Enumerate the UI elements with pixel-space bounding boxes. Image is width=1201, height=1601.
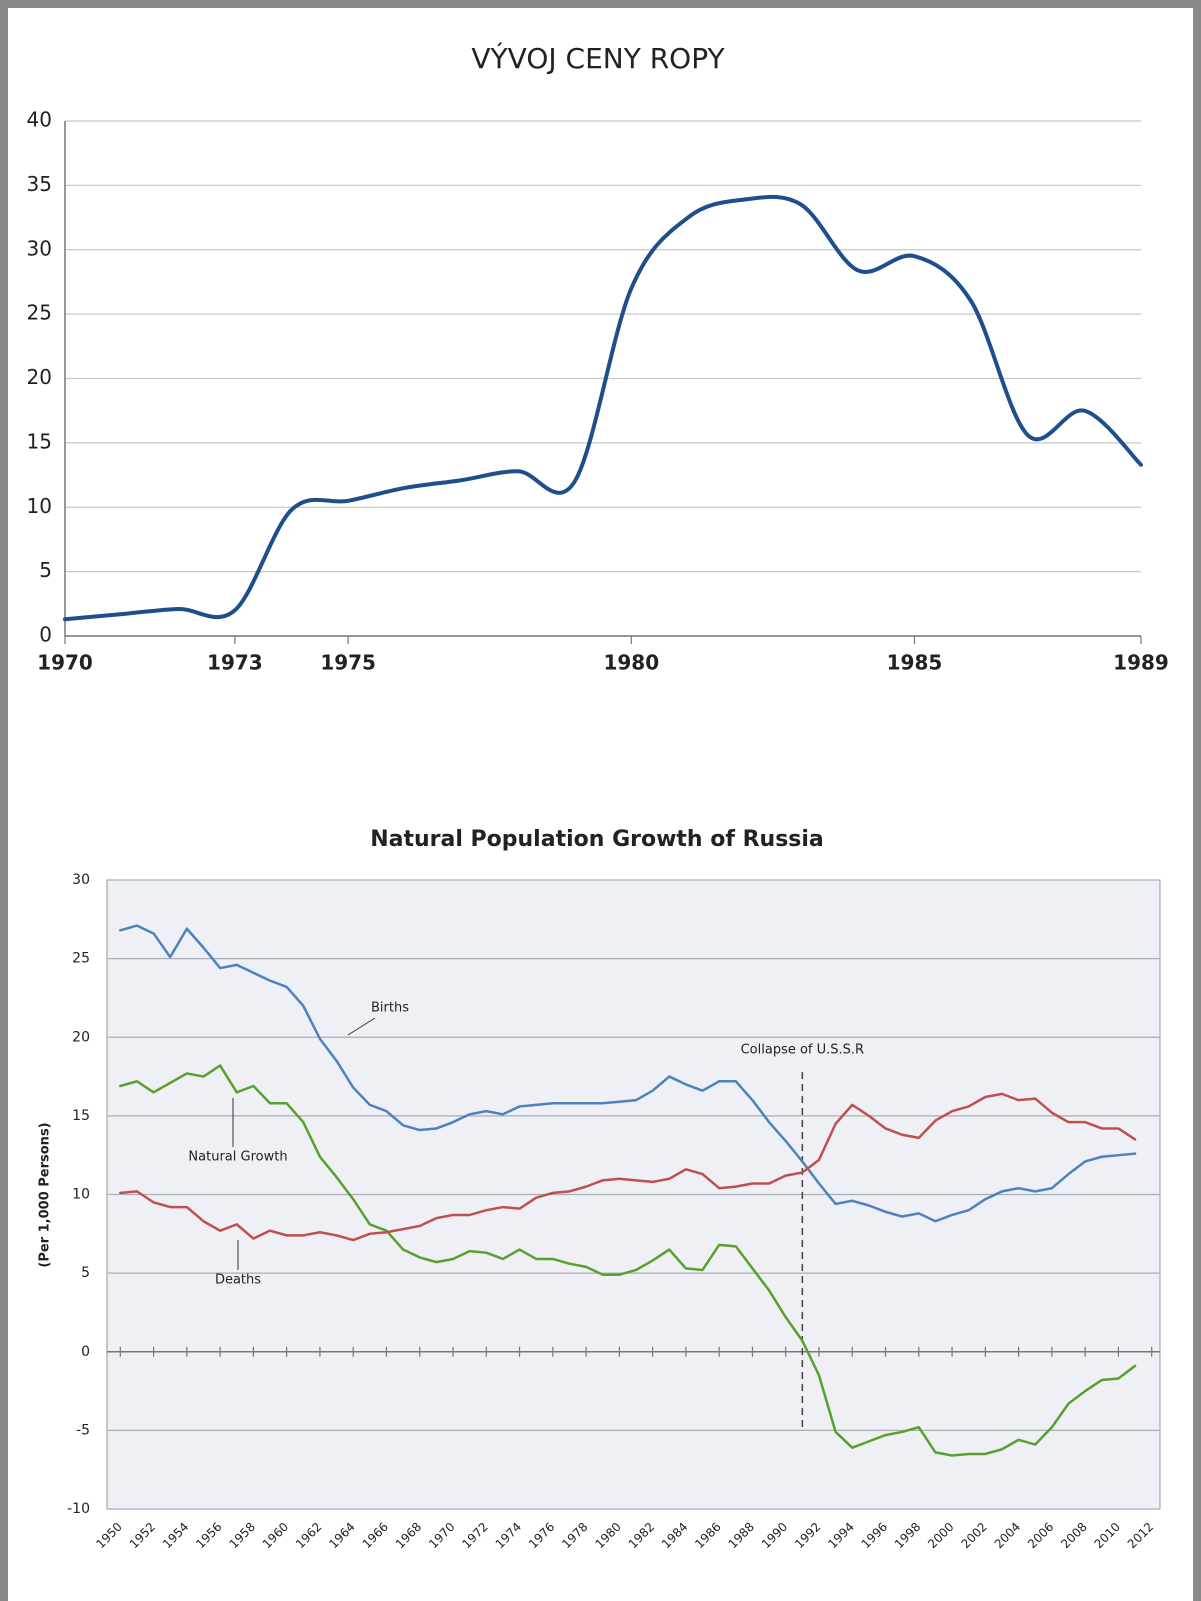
x-tick-label: 2006 — [1025, 1520, 1056, 1551]
y-tick-label: 5 — [81, 1265, 90, 1281]
x-tick-label: 2012 — [1125, 1520, 1156, 1551]
x-tick-label: 1956 — [193, 1520, 224, 1551]
y-tick-label: 30 — [27, 236, 52, 260]
x-tick-label: 1958 — [226, 1520, 257, 1551]
y-tick-label: 40 — [27, 108, 52, 132]
chart-title: VÝVOJ CENY ROPY — [471, 41, 725, 75]
x-tick-label: 1990 — [759, 1520, 790, 1551]
series-label: Natural Growth — [188, 1150, 287, 1165]
x-tick-label: 1992 — [792, 1520, 823, 1551]
series-line — [63, 194, 1143, 622]
y-tick-label: 20 — [27, 365, 52, 389]
y-tick-label: 10 — [27, 494, 52, 518]
x-tick-label: 1996 — [859, 1520, 890, 1551]
x-tick-label: 1975 — [320, 651, 376, 675]
x-tick-label: 1964 — [326, 1520, 357, 1551]
x-tick-label: 1986 — [692, 1520, 723, 1551]
event-label: Collapse of U.S.S.R — [741, 1043, 865, 1058]
y-tick-label: 35 — [27, 172, 52, 196]
x-tick-label: 1982 — [626, 1520, 657, 1551]
x-tick-label: 2002 — [958, 1520, 989, 1551]
x-tick-label: 1968 — [393, 1520, 424, 1551]
x-tick-label: 1980 — [603, 651, 659, 675]
x-tick-label: 1950 — [93, 1520, 124, 1551]
series-line — [119, 1064, 1137, 1457]
x-tick-label: 1985 — [887, 651, 943, 675]
y-tick-label: 20 — [72, 1029, 90, 1045]
series-line — [119, 1092, 1137, 1242]
x-tick-label: 1952 — [127, 1520, 158, 1551]
x-tick-label: 1984 — [659, 1520, 690, 1551]
y-tick-label: 25 — [72, 951, 90, 967]
y-axis-label: (Per 1,000 Persons) — [38, 1122, 53, 1267]
x-tick-label: 2004 — [992, 1520, 1023, 1551]
x-tick-label: 2010 — [1092, 1520, 1123, 1551]
y-tick-label: 5 — [39, 558, 52, 582]
x-tick-label: 1966 — [360, 1520, 391, 1551]
x-tick-label: 1994 — [825, 1520, 856, 1551]
x-tick-label: 1970 — [37, 651, 93, 675]
series-line — [119, 924, 1137, 1223]
x-tick-label: 1972 — [459, 1520, 490, 1551]
y-tick-label: 15 — [72, 1108, 90, 1124]
y-tick-label: 15 — [27, 429, 52, 453]
x-tick-label: 1998 — [892, 1520, 923, 1551]
y-tick-label: 0 — [39, 623, 52, 647]
x-tick-label: 1962 — [293, 1520, 324, 1551]
annotation-leader — [347, 1017, 376, 1036]
x-tick-label: 1980 — [592, 1520, 623, 1551]
x-tick-label: 1989 — [1113, 651, 1169, 675]
x-tick-label: 1960 — [260, 1520, 291, 1551]
y-tick-label: 25 — [27, 301, 52, 325]
x-tick-label: 1973 — [207, 651, 263, 675]
x-tick-label: 1970 — [426, 1520, 457, 1551]
x-tick-label: 2008 — [1058, 1520, 1089, 1551]
y-tick-label: 10 — [72, 1187, 90, 1203]
series-label: Deaths — [215, 1273, 261, 1288]
y-tick-label: 30 — [72, 872, 90, 888]
x-tick-label: 1988 — [726, 1520, 757, 1551]
chart-title: Natural Population Growth of Russia — [370, 827, 824, 852]
x-tick-label: 1974 — [493, 1520, 524, 1551]
y-tick-label: 0 — [81, 1344, 90, 1360]
x-tick-label: 2000 — [925, 1520, 956, 1551]
x-tick-label: 1954 — [160, 1520, 191, 1551]
y-tick-label: -5 — [76, 1422, 90, 1438]
series-label: Births — [371, 1001, 409, 1016]
x-tick-label: 1978 — [559, 1520, 590, 1551]
y-tick-label: -10 — [67, 1501, 90, 1517]
x-tick-label: 1976 — [526, 1520, 557, 1551]
